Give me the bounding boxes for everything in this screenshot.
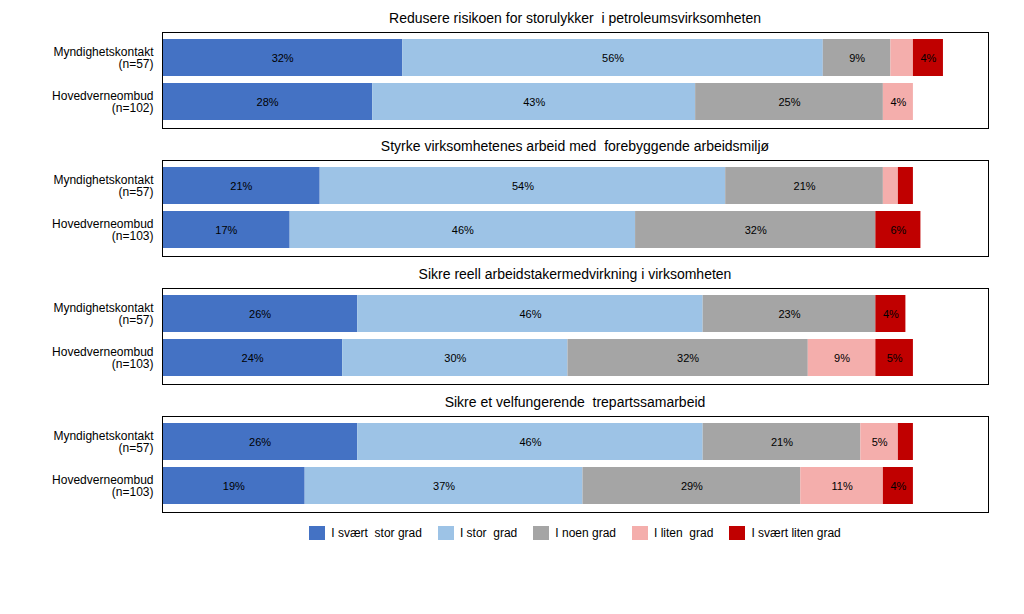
svg-text:21%: 21% — [771, 436, 793, 448]
svg-text:37%: 37% — [433, 480, 455, 492]
html-text:I liten grad: I liten grad — [654, 526, 714, 540]
svg-text:6%: 6% — [890, 224, 906, 236]
svg-text:29%: 29% — [681, 480, 703, 492]
html-text:Sikre reell arbeidstakermedvir: Sikre reell arbeidstakermedvirkning i vi… — [418, 266, 732, 282]
svg-text:5%: 5% — [872, 436, 888, 448]
svg-text:Myndighetskontakt(n=57): Myndighetskontakt(n=57) — [53, 429, 154, 455]
svg-text:25%: 25% — [778, 96, 800, 108]
svg-text:17%: 17% — [215, 224, 237, 236]
svg-text:54%: 54% — [512, 180, 534, 192]
svg-text:28%: 28% — [257, 96, 279, 108]
svg-text:32%: 32% — [272, 52, 294, 64]
svg-text:Myndighetskontakt(n=57): Myndighetskontakt(n=57) — [53, 45, 154, 71]
svg-text:30%: 30% — [444, 352, 466, 364]
html-text:Redusere risikoen for storulyk: Redusere risikoen for storulykker i petr… — [389, 10, 761, 26]
html-text:I svært stor grad: I svært stor grad — [331, 526, 422, 540]
svg-text:4%: 4% — [883, 308, 899, 320]
svg-text:4%: 4% — [920, 52, 936, 64]
svg-text:Hovedverneombud(n=102): Hovedverneombud(n=102) — [52, 89, 153, 115]
svg-text:9%: 9% — [834, 352, 850, 364]
svg-text:21%: 21% — [794, 180, 816, 192]
svg-text:Hovedverneombud(n=103): Hovedverneombud(n=103) — [52, 473, 153, 499]
html-text:I noen grad: I noen grad — [555, 526, 616, 540]
html-text:I svært liten grad: I svært liten grad — [751, 526, 841, 540]
svg-text:19%: 19% — [223, 480, 245, 492]
svg-text:26%: 26% — [249, 308, 271, 320]
svg-text:Myndighetskontakt(n=57): Myndighetskontakt(n=57) — [53, 173, 154, 199]
svg-text:5%: 5% — [887, 352, 903, 364]
svg-text:4%: 4% — [890, 96, 906, 108]
svg-text:11%: 11% — [831, 480, 852, 492]
html-text:I stor grad: I stor grad — [459, 526, 518, 540]
svg-text:26%: 26% — [249, 436, 271, 448]
svg-text:46%: 46% — [519, 308, 541, 320]
svg-text:9%: 9% — [849, 52, 865, 64]
svg-text:46%: 46% — [519, 436, 541, 448]
svg-text:24%: 24% — [242, 352, 264, 364]
svg-text:4%: 4% — [890, 480, 906, 492]
svg-text:21%: 21% — [230, 180, 252, 192]
svg-text:Myndighetskontakt(n=57): Myndighetskontakt(n=57) — [53, 301, 154, 327]
svg-text:32%: 32% — [745, 224, 767, 236]
svg-text:23%: 23% — [778, 308, 800, 320]
svg-text:46%: 46% — [452, 224, 474, 236]
html-text:Sikre et velfungerende trepart: Sikre et velfungerende trepartssamarbeid — [444, 394, 706, 410]
html-text:Styrke virksomhetenes arbeid m: Styrke virksomhetenes arbeid med forebyg… — [380, 138, 770, 154]
svg-text:32%: 32% — [677, 352, 699, 364]
svg-text:Hovedverneombud(n=103): Hovedverneombud(n=103) — [52, 345, 153, 371]
svg-text:Hovedverneombud(n=103): Hovedverneombud(n=103) — [52, 217, 153, 243]
svg-text:43%: 43% — [523, 96, 545, 108]
svg-text:56%: 56% — [602, 52, 624, 64]
